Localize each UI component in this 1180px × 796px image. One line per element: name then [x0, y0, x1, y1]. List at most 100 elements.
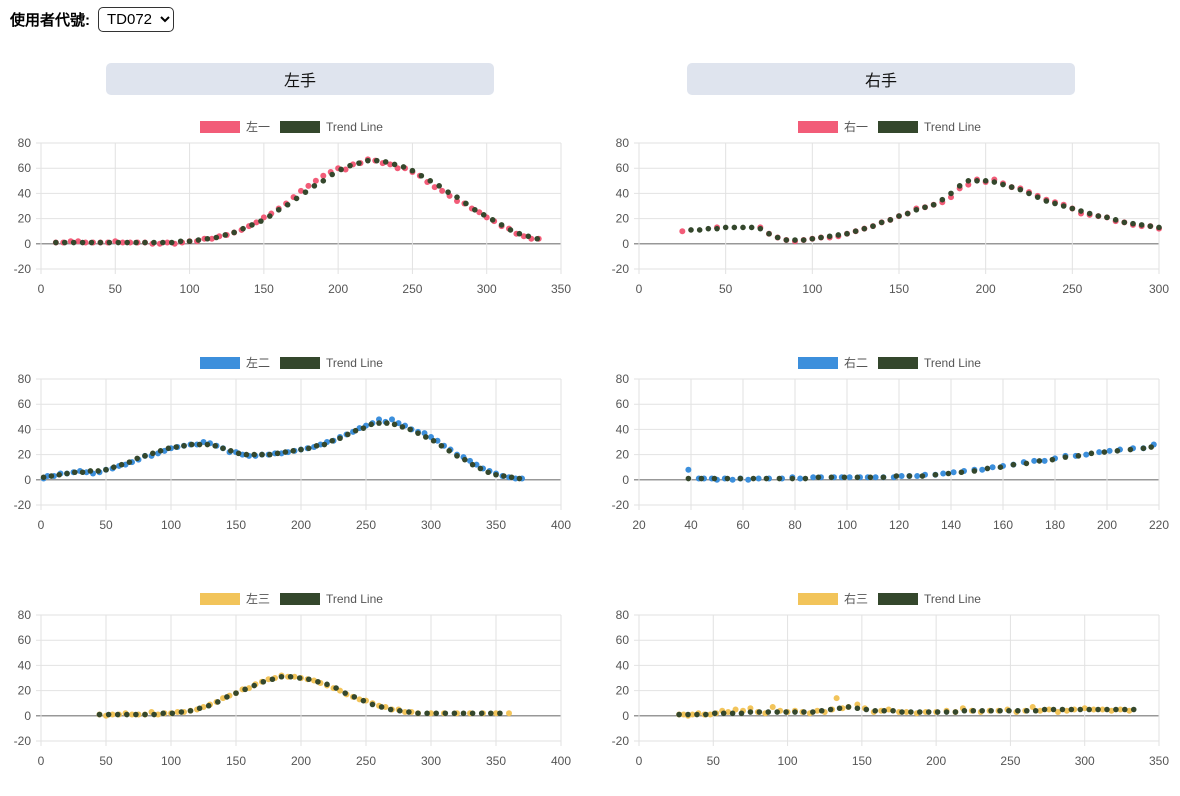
trend-point — [142, 711, 148, 718]
trend-point — [267, 213, 273, 219]
chart-right-3: 右三 Trend Line -20 0 20 40 60 80 0 50 100 150 200 250 3… — [612, 591, 1170, 768]
y-tick-label: 60 — [616, 397, 630, 411]
trend-point — [890, 707, 896, 714]
x-tick-label: 160 — [993, 518, 1013, 532]
x-tick-label: 180 — [1045, 518, 1065, 532]
trend-point — [1008, 184, 1015, 190]
trend-series — [685, 444, 1154, 482]
data-point — [155, 711, 161, 718]
trend-point — [126, 459, 133, 465]
trend-point — [384, 420, 390, 426]
trend-point — [525, 233, 532, 240]
legend-swatch — [878, 593, 918, 605]
y-tick-label: 20 — [18, 448, 32, 462]
trend-point — [676, 711, 682, 718]
y-tick-label: 20 — [616, 448, 630, 462]
y-tick-label: 20 — [18, 212, 32, 226]
trend-point — [133, 239, 139, 246]
trend-point — [1104, 706, 1110, 713]
data-point — [833, 695, 840, 702]
y-tick-label: 40 — [18, 658, 32, 672]
x-tick-label: 50 — [707, 754, 721, 768]
trend-point — [1006, 707, 1012, 714]
trend-point — [177, 238, 184, 245]
trend-point — [1052, 200, 1058, 207]
x-tick-label: 350 — [486, 518, 506, 532]
x-tick-label: 0 — [38, 754, 45, 768]
chart-right-1: 右一 Trend Line -20 0 20 40 60 80 0 50 100 150 200 250 3… — [612, 119, 1170, 296]
chart-legend: 右三 Trend Line — [798, 591, 981, 606]
legend-swatch — [878, 121, 918, 133]
x-tick-label: 400 — [551, 754, 571, 768]
data-point — [872, 474, 879, 481]
trend-point — [406, 709, 412, 715]
trend-point — [956, 183, 963, 189]
y-tick-label: 80 — [18, 608, 32, 622]
trend-point — [142, 453, 148, 459]
data-point — [1083, 451, 1090, 458]
trend-point — [204, 441, 211, 448]
data-point — [75, 238, 82, 245]
x-tick-label: 60 — [736, 518, 750, 532]
trend-point — [1049, 456, 1056, 463]
trend-point — [160, 239, 166, 246]
trend-point — [1138, 222, 1145, 228]
trend-point — [407, 426, 414, 433]
trend-point — [930, 201, 937, 208]
trend-point — [698, 475, 705, 482]
trend-point — [747, 709, 754, 715]
trend-point — [95, 468, 101, 474]
trend-series — [676, 704, 1137, 718]
trend-point — [196, 441, 203, 448]
data-point — [755, 475, 762, 482]
x-tick-label: 100 — [161, 518, 181, 532]
trend-point — [854, 705, 861, 712]
trend-point — [387, 706, 394, 713]
trend-point — [478, 710, 485, 717]
x-tick-label: 100 — [802, 282, 822, 296]
trend-point — [391, 421, 398, 428]
trend-point — [489, 217, 496, 223]
trend-point — [750, 475, 757, 482]
x-tick-label: 100 — [161, 754, 181, 768]
data-point — [342, 166, 349, 173]
trend-point — [1130, 706, 1137, 713]
trend-point — [399, 424, 406, 430]
trend-point — [685, 711, 691, 718]
trend-point — [430, 437, 437, 444]
trend-point — [1078, 208, 1084, 214]
data-point — [439, 187, 446, 194]
data-point — [291, 673, 298, 680]
trend-point — [296, 675, 303, 681]
data-point — [769, 703, 776, 710]
trend-point — [1077, 706, 1084, 713]
legend-label: 右一 — [844, 119, 868, 134]
y-tick-label: 80 — [616, 136, 630, 150]
x-tick-label: 220 — [1149, 518, 1169, 532]
x-tick-label: 300 — [477, 282, 497, 296]
user-id-select[interactable]: TD072 — [98, 6, 174, 32]
trend-point — [1017, 186, 1024, 193]
trend-point — [306, 676, 312, 683]
trend-point — [337, 435, 343, 442]
trend-point — [103, 466, 109, 473]
trend-point — [757, 225, 764, 232]
trend-point — [205, 702, 212, 709]
chart-legend: 左一 Trend Line — [200, 119, 383, 134]
trend-point — [1086, 706, 1092, 713]
x-tick-label: 200 — [1097, 518, 1117, 532]
trend-point — [1026, 190, 1032, 197]
x-tick-label: 100 — [180, 282, 200, 296]
data-point — [989, 464, 996, 471]
data-point — [979, 466, 986, 473]
trend-point — [369, 701, 376, 708]
trend-point — [376, 420, 382, 426]
user-id-label: 使用者代號: — [10, 11, 90, 29]
trend-point — [451, 710, 458, 717]
trend-point — [724, 475, 731, 482]
trend-point — [480, 212, 487, 218]
data-point — [685, 466, 692, 473]
data-point — [725, 709, 732, 716]
trend-point — [906, 473, 913, 479]
legend-swatch — [280, 121, 320, 133]
